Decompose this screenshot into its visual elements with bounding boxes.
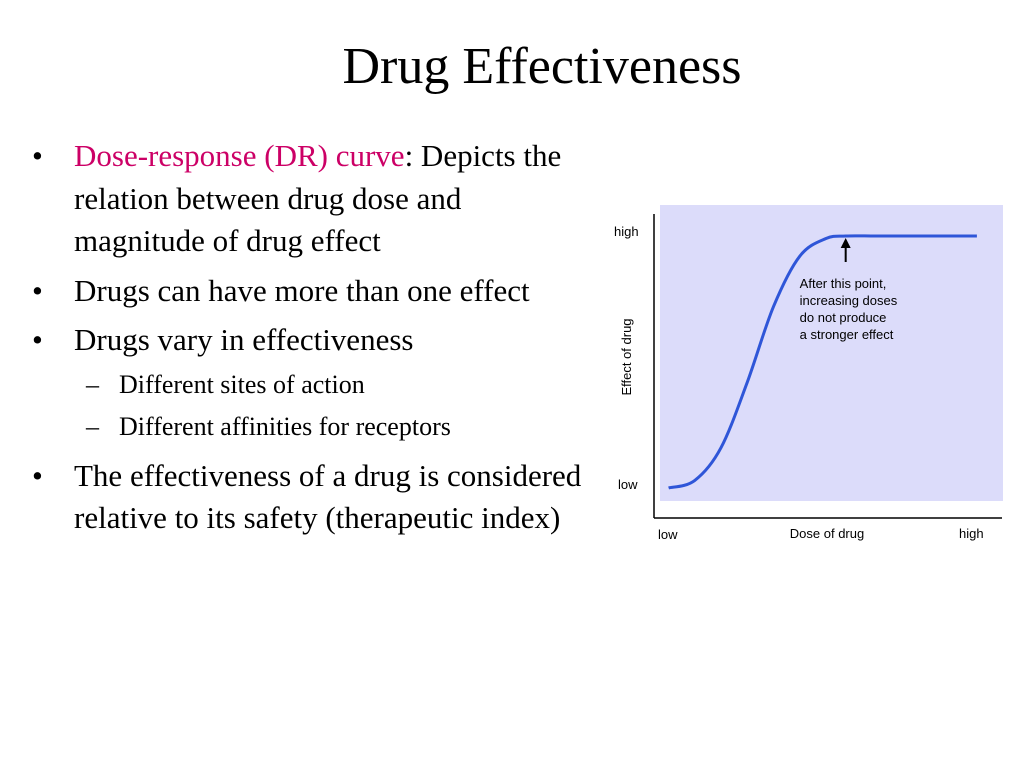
y-tick-label-low: low (618, 477, 638, 492)
dose-response-figure: high low Effect of drug low Dose of drug… (600, 200, 1020, 560)
bullet-marker: • (32, 457, 43, 493)
plot-background (660, 205, 1003, 501)
bullet-text: The effectiveness of a drug is considere… (74, 457, 582, 536)
y-axis-label: Effect of drug (619, 318, 634, 395)
sub-bullet-affinities: – Different affinities for receptors (74, 406, 590, 448)
bullet-list: • Dose-response (DR) curve: Depicts the … (30, 135, 590, 547)
sub-bullet-marker: – (86, 369, 99, 399)
x-tick-label-high: high (959, 526, 984, 541)
x-tick-label-low: low (658, 527, 678, 542)
bullet-multiple-effects: • Drugs can have more than one effect (30, 270, 590, 313)
dose-response-term: Dose-response (DR) curve (74, 138, 405, 173)
annotation-arrow-head (840, 238, 851, 248)
annotation-line: increasing doses (800, 293, 898, 308)
dose-response-chart: high low Effect of drug low Dose of drug… (614, 205, 1003, 542)
bullet-marker: • (32, 138, 43, 173)
sub-bullet-marker: – (86, 411, 99, 441)
sub-bullet-list: – Different sites of action – Different … (74, 364, 590, 448)
bullet-marker: • (32, 322, 43, 357)
annotation-text: After this point, increasing doses do not … (800, 276, 898, 342)
bullet-marker: • (32, 272, 43, 308)
annotation-line: a stronger effect (800, 327, 894, 342)
sub-bullet-text: Different affinities for receptors (119, 411, 451, 441)
slide-title: Drug Effectiveness (342, 38, 742, 95)
bullet-vary-effectiveness: • Drugs vary in effectiveness – Differen… (30, 319, 590, 448)
sub-bullet-sites: – Different sites of action (74, 364, 590, 406)
annotation-line: do not produce (800, 310, 887, 325)
bullet-text: Drugs vary in effectiveness (74, 322, 414, 357)
x-axis-label: Dose of drug (790, 526, 864, 541)
sub-bullet-text: Different sites of action (119, 369, 365, 399)
annotation-line: After this point, (800, 276, 887, 291)
y-tick-label-high: high (614, 224, 639, 239)
bullet-text: Drugs can have more than one effect (74, 272, 530, 308)
dose-response-curve (668, 234, 977, 490)
bullet-dose-response: • Dose-response (DR) curve: Depicts the … (30, 135, 590, 263)
bullet-therapeutic-index: • The effectiveness of a drug is conside… (30, 455, 590, 540)
dose-response-definition: : Depicts the relation between drug dose… (74, 138, 562, 258)
